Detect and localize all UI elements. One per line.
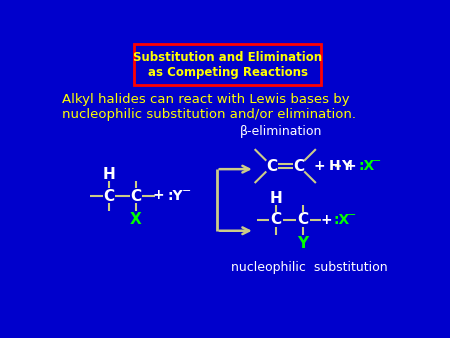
Text: Alkyl halides can react with Lewis bases by
nucleophilic substitution and/or eli: Alkyl halides can react with Lewis bases… bbox=[63, 93, 356, 121]
Text: nucleophilic  substitution: nucleophilic substitution bbox=[230, 261, 387, 274]
Text: as Competing Reactions: as Competing Reactions bbox=[148, 66, 307, 79]
Text: Substitution and Elimination: Substitution and Elimination bbox=[133, 51, 322, 64]
Text: :X: :X bbox=[359, 159, 375, 173]
Text: :X: :X bbox=[334, 213, 350, 227]
Text: +: + bbox=[320, 213, 332, 227]
Text: C: C bbox=[293, 159, 304, 174]
Text: C: C bbox=[130, 189, 142, 203]
Text: H: H bbox=[103, 167, 115, 182]
Text: C: C bbox=[297, 213, 308, 227]
Text: C: C bbox=[104, 189, 114, 203]
Text: −: − bbox=[182, 186, 191, 196]
Text: Y: Y bbox=[342, 159, 351, 173]
Text: +: + bbox=[345, 159, 356, 173]
FancyBboxPatch shape bbox=[134, 44, 321, 85]
Text: Y: Y bbox=[297, 236, 308, 250]
Text: −: − bbox=[372, 156, 381, 166]
Text: H: H bbox=[269, 191, 282, 206]
Text: β-elimination: β-elimination bbox=[240, 125, 322, 138]
Text: H: H bbox=[328, 159, 340, 173]
Text: C: C bbox=[266, 159, 277, 174]
Text: :Y: :Y bbox=[168, 189, 184, 203]
Text: C: C bbox=[270, 213, 281, 227]
Text: −: − bbox=[347, 210, 356, 220]
Text: +: + bbox=[314, 159, 325, 173]
Text: X: X bbox=[130, 212, 142, 227]
Text: +: + bbox=[153, 188, 164, 202]
